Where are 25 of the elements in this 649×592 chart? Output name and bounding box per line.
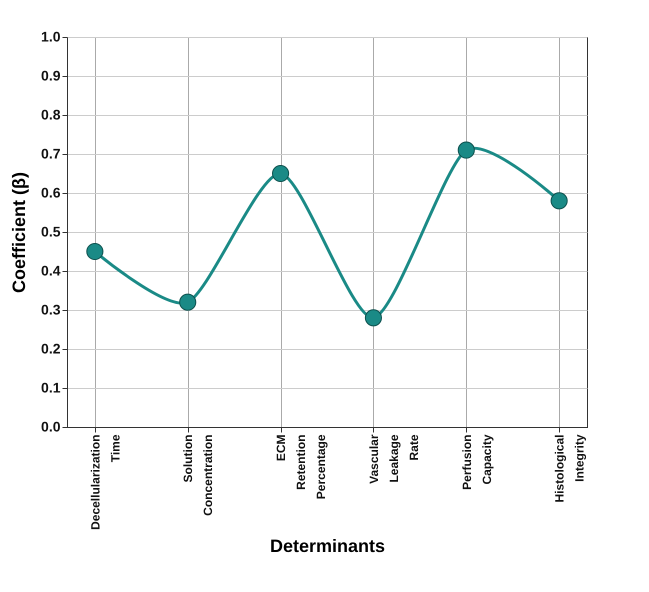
y-tick-label: 0.5 xyxy=(41,224,61,240)
y-tick-label: 0.6 xyxy=(41,184,61,200)
y-tick-label: 0.0 xyxy=(41,418,61,434)
y-tick-label: 1.0 xyxy=(41,28,61,44)
point xyxy=(86,242,104,260)
y-tick-label: 0.3 xyxy=(41,302,61,318)
x-tick-label: Decellularization Time xyxy=(88,434,122,530)
x-tick-label: Perfusion Capacity xyxy=(460,434,494,490)
y-tick-label: 0.9 xyxy=(41,68,61,84)
y-tick-label: 0.2 xyxy=(41,340,61,356)
point xyxy=(272,164,290,182)
y-tick-label: 0.4 xyxy=(41,262,61,278)
y-tick-label: 0.7 xyxy=(41,146,61,162)
x-axis-title: Determinants xyxy=(270,536,386,556)
y-axis-title: Coefficient (β) xyxy=(9,172,30,293)
point xyxy=(458,142,475,159)
point xyxy=(364,309,382,326)
x-tick-label: Histological Integrity xyxy=(552,434,587,503)
point xyxy=(179,294,196,311)
y-tick-label: 0.1 xyxy=(41,380,61,396)
x-tick-label: ECM Retention Percentage xyxy=(274,434,328,500)
x-tick-label: Solution Concentration xyxy=(181,434,216,516)
x-tick-label: Vascular Leakage Rate xyxy=(366,434,421,484)
point xyxy=(550,192,568,210)
y-tick-label: 0.8 xyxy=(41,106,61,122)
